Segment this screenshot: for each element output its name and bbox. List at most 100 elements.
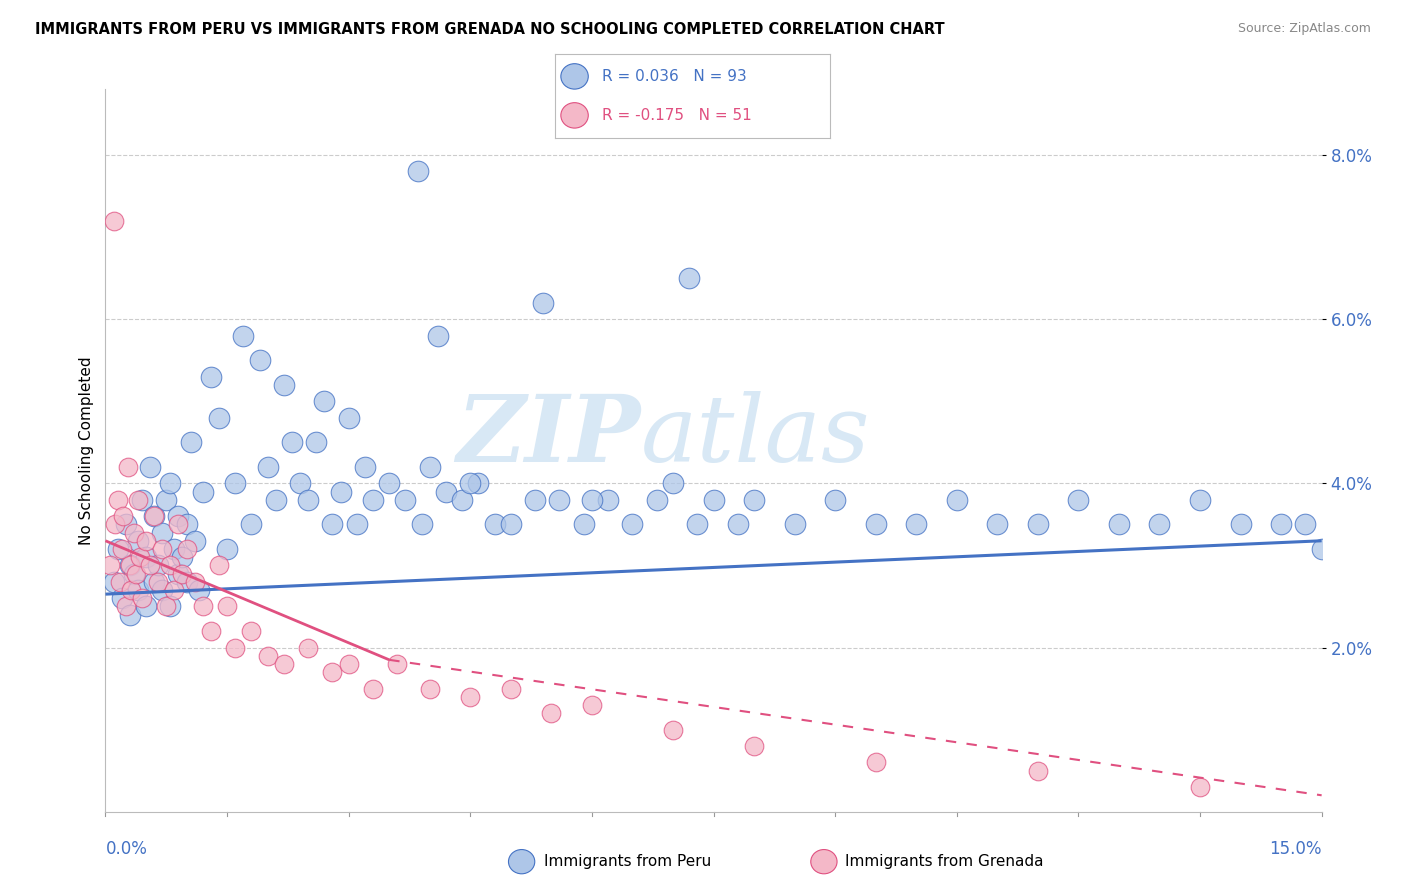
Point [581, 698, 603, 712]
Text: atlas: atlas [641, 391, 870, 481]
Point [1149, 517, 1171, 532]
Point [135, 550, 157, 565]
Point [742, 492, 765, 507]
Point [394, 492, 416, 507]
Point [208, 558, 231, 573]
Point [727, 517, 749, 532]
Point [249, 353, 271, 368]
Y-axis label: No Schooling Completed: No Schooling Completed [79, 356, 94, 545]
Point [361, 681, 384, 696]
Point [1067, 492, 1090, 507]
Point [297, 492, 319, 507]
Point [484, 517, 506, 532]
Point [548, 492, 571, 507]
Point [458, 690, 481, 704]
Point [163, 582, 186, 597]
Text: ZIP: ZIP [457, 391, 641, 481]
Point [167, 517, 190, 532]
Point [662, 476, 685, 491]
Text: IMMIGRANTS FROM PERU VS IMMIGRANTS FROM GRENADA NO SCHOOLING COMPLETED CORRELATI: IMMIGRANTS FROM PERU VS IMMIGRANTS FROM … [35, 22, 945, 37]
Point [905, 517, 928, 532]
Point [572, 517, 595, 532]
Point [297, 640, 319, 655]
Point [346, 517, 368, 532]
Point [581, 492, 603, 507]
Point [104, 517, 127, 532]
Point [108, 574, 131, 589]
Point [127, 492, 149, 507]
Point [176, 541, 198, 556]
Point [128, 550, 150, 565]
Text: Source: ZipAtlas.com: Source: ZipAtlas.com [1237, 22, 1371, 36]
Point [783, 517, 806, 532]
Point [167, 509, 190, 524]
Point [986, 517, 1008, 532]
Point [150, 525, 173, 540]
Point [114, 517, 136, 532]
Point [163, 541, 186, 556]
Point [187, 582, 209, 597]
Point [1189, 780, 1212, 794]
Point [662, 723, 685, 737]
Point [159, 599, 181, 614]
Point [240, 624, 263, 639]
Point [183, 574, 205, 589]
Point [111, 591, 134, 606]
Point [467, 476, 489, 491]
Point [120, 582, 142, 597]
Point [337, 410, 360, 425]
Point [139, 558, 162, 573]
Point [387, 657, 409, 671]
Point [742, 739, 765, 753]
Point [125, 566, 148, 581]
Point [865, 517, 887, 532]
Point [155, 492, 177, 507]
Point [945, 492, 967, 507]
Point [172, 566, 194, 581]
Point [645, 492, 668, 507]
Ellipse shape [811, 849, 837, 874]
Point [598, 492, 620, 507]
Point [264, 492, 287, 507]
Point [686, 517, 709, 532]
Point [419, 459, 441, 474]
Point [150, 541, 173, 556]
Point [1026, 764, 1049, 778]
Point [131, 492, 153, 507]
Point [361, 492, 384, 507]
Point [143, 574, 166, 589]
Point [321, 517, 343, 532]
Point [1270, 517, 1292, 532]
Point [112, 509, 135, 524]
Point [111, 541, 134, 556]
Point [118, 607, 141, 622]
Point [1294, 517, 1316, 532]
Point [176, 574, 198, 589]
Point [139, 459, 162, 474]
Text: 15.0%: 15.0% [1270, 840, 1322, 858]
Point [273, 657, 295, 671]
Point [224, 476, 246, 491]
Point [314, 394, 336, 409]
Point [217, 599, 239, 614]
Point [208, 410, 231, 425]
Point [135, 599, 157, 614]
Point [98, 558, 121, 573]
Point [378, 476, 401, 491]
Point [232, 328, 254, 343]
Point [103, 213, 125, 227]
Point [678, 271, 700, 285]
Point [273, 377, 295, 392]
Point [200, 624, 222, 639]
Point [135, 533, 157, 548]
Point [824, 492, 846, 507]
Point [200, 369, 222, 384]
Point [150, 582, 173, 597]
Point [1026, 517, 1049, 532]
Point [183, 533, 205, 548]
Point [406, 164, 429, 178]
Point [702, 492, 725, 507]
Point [256, 648, 278, 663]
Point [281, 435, 304, 450]
Point [321, 665, 343, 680]
